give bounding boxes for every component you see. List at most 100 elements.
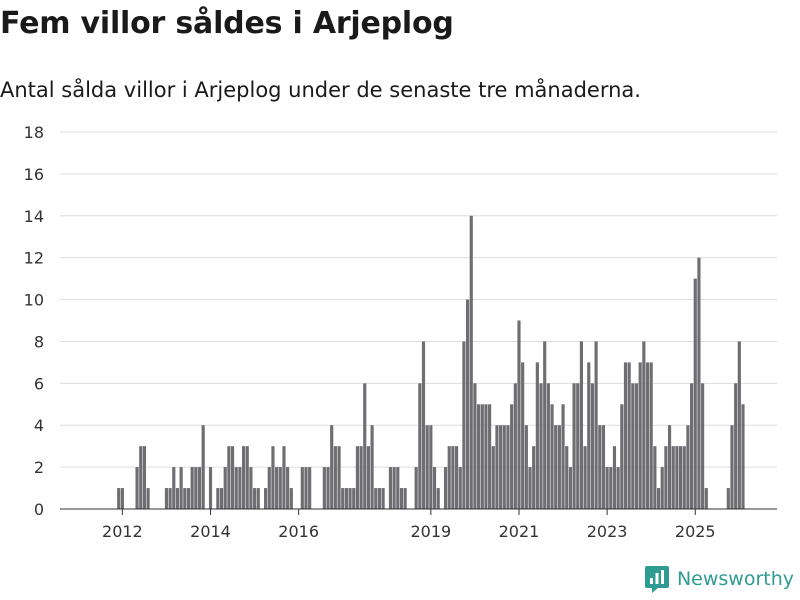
bar [289,488,293,509]
bar [286,467,290,509]
y-tick-label: 14 [24,207,44,226]
bar [737,341,741,509]
bar [183,488,187,509]
bar [179,467,183,509]
x-tick-label: 2021 [499,522,540,541]
bar [513,383,517,509]
bar [344,488,348,509]
bar [543,341,547,509]
newsworthy-logo[interactable]: Newsworthy [644,564,794,594]
bar [308,467,312,509]
bar [730,425,734,509]
bar [414,467,418,509]
bar [671,446,675,509]
y-tick-label: 8 [34,332,44,351]
y-axis-ticks: 0 2 4 6 8 10 12 14 16 18 [24,123,44,519]
bar [616,467,620,509]
bar [686,425,690,509]
bar [421,341,426,509]
bar [572,383,576,509]
bar [227,446,231,509]
y-tick-label: 12 [24,249,44,268]
bar [164,488,169,509]
bar [142,446,146,509]
bar [660,467,664,509]
bar [605,467,609,509]
bar [186,488,191,509]
bar [326,467,330,509]
bar [634,383,639,509]
bar [238,467,242,509]
bar [194,467,198,509]
bar [234,467,238,509]
y-tick-label: 2 [34,458,44,477]
bar [620,404,624,509]
y-tick-label: 18 [24,123,44,142]
y-tick-label: 4 [34,416,44,435]
y-tick-label: 16 [24,165,44,184]
bar [451,446,455,509]
bar [377,488,382,509]
bar [693,278,697,509]
bar [491,446,495,509]
bar [546,383,550,509]
chart-title: Fem villor såldes i Arjeplog [0,6,454,41]
bar [576,383,580,509]
bar [443,467,448,509]
bar [568,467,572,509]
bar [701,383,705,509]
bar [517,320,521,509]
bar [223,467,227,509]
x-tick-label: 2014 [190,522,231,541]
bar [675,446,679,509]
bar [462,341,466,509]
bar-value-label: 5 [743,0,753,4]
bar [565,446,569,509]
bar [642,341,646,509]
bar [480,404,484,509]
bar [341,488,345,509]
bar [219,488,224,509]
bar [399,488,404,509]
bar [135,467,139,509]
bar [201,425,205,509]
bar [447,446,451,509]
bar [653,446,657,509]
bar [396,467,400,509]
bar [370,425,374,509]
bar [539,383,543,509]
bar [502,425,506,509]
bar [359,446,363,509]
bar [623,362,628,509]
bar [208,467,213,509]
bar [726,488,730,509]
bar [535,362,539,509]
bar [241,446,246,509]
x-tick-label: 2012 [102,522,143,541]
bar [300,467,304,509]
x-tick-label: 2016 [278,522,319,541]
bar [649,362,653,509]
bar [477,404,481,509]
bar [554,425,558,509]
bar [425,425,429,509]
bar [245,446,249,509]
bar [631,383,635,509]
bar [473,383,477,509]
bar [388,467,393,509]
bar [583,446,587,509]
bar [524,425,528,509]
bar [678,446,683,509]
bar [197,467,202,509]
bar [579,341,583,509]
bar [264,488,268,509]
bar [366,446,371,509]
bar [594,341,598,509]
bar [532,446,536,509]
bar [690,383,694,509]
bar [598,425,602,509]
bar [278,467,282,509]
bar [454,446,459,509]
bar [216,488,220,509]
